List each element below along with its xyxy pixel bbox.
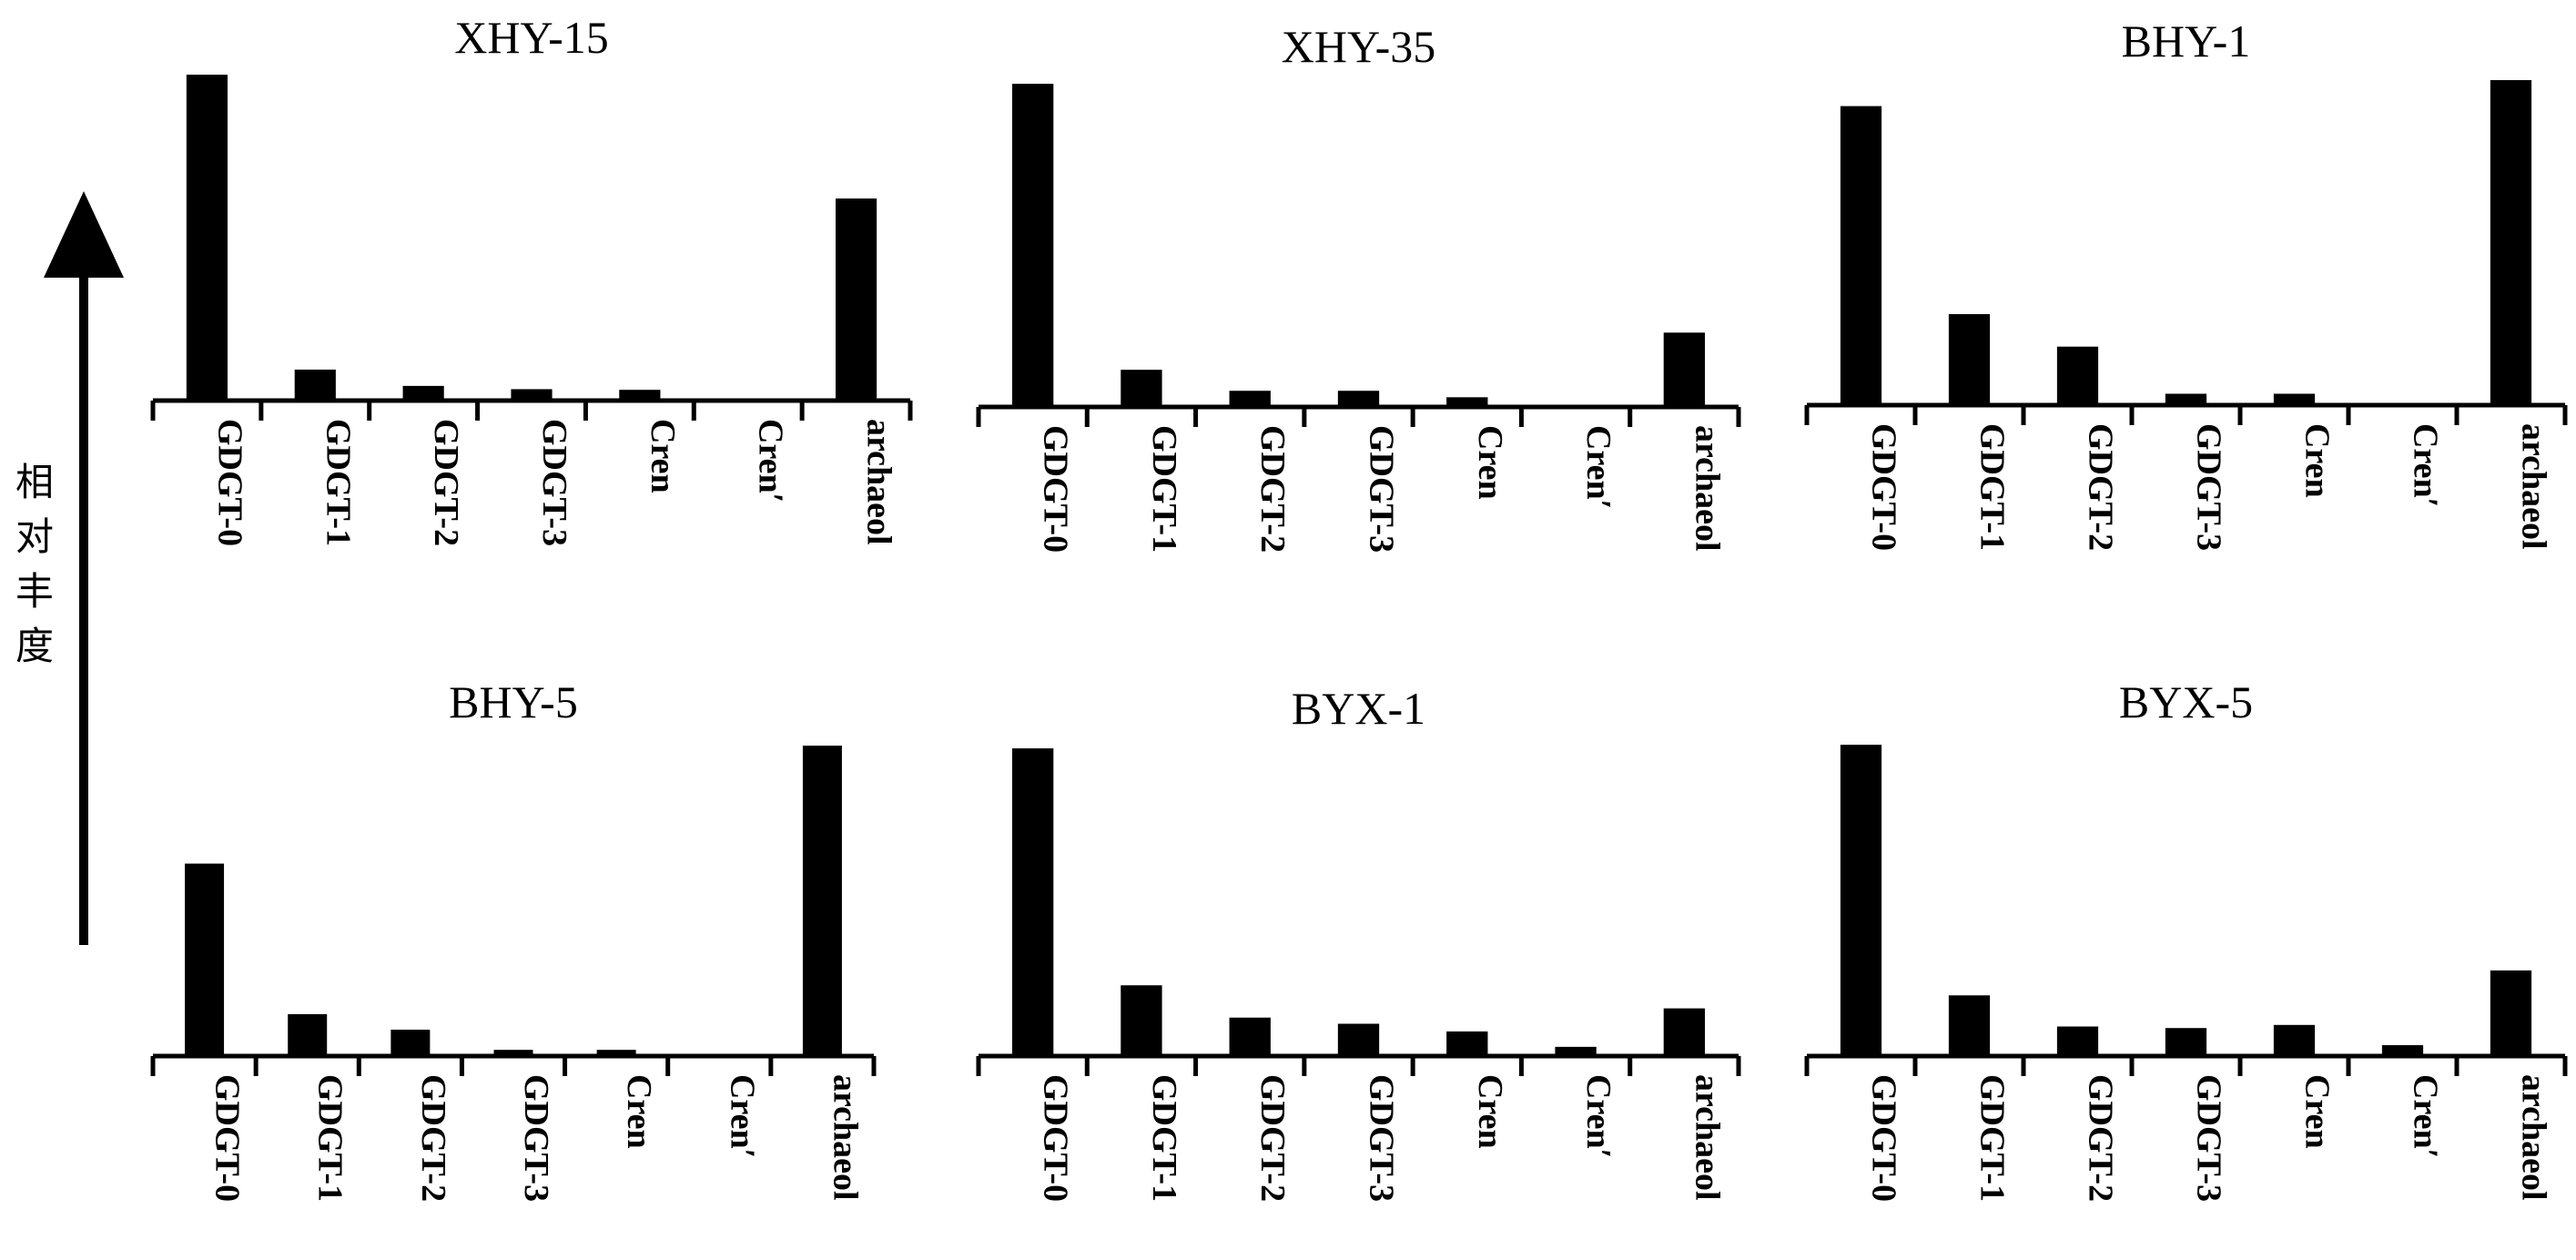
bar xyxy=(186,75,228,401)
bar xyxy=(1011,84,1054,407)
bar xyxy=(1337,391,1380,407)
y-axis-label: 相 对 丰 度 xyxy=(2,455,67,674)
bar xyxy=(2490,970,2532,1056)
bar xyxy=(2165,393,2207,405)
chart-panel: XHY-35 GDGT-0 GDGT-1 GDGT-2 GDGT-3 Cren Cren′ a… xyxy=(976,21,1741,553)
x-tick-label: Cren′ xyxy=(1579,425,1618,509)
x-tick-label: Cren xyxy=(1471,425,1509,500)
chart-title: BYX-5 xyxy=(2119,676,2253,727)
chart-panel: XHY-15 GDGT-0 GDGT-1 GDGT-2 GDGT-3 Cren Cren′ a… xyxy=(150,12,913,546)
x-tick-label: GDGT-0 xyxy=(1865,423,1903,551)
x-tick-label: GDGT-0 xyxy=(1037,425,1075,553)
x-tick-label: Cren′ xyxy=(723,1074,761,1158)
x-tick-label: Cren′ xyxy=(2407,1074,2445,1158)
bar xyxy=(596,1050,636,1056)
bar xyxy=(1840,106,1882,405)
bar xyxy=(2273,1024,2316,1056)
chart-title: BYX-1 xyxy=(1292,683,1425,734)
bar xyxy=(1229,1017,1271,1056)
x-tick-label: GDGT-1 xyxy=(1145,1074,1183,1202)
x-tick-label: GDGT-2 xyxy=(427,419,465,546)
bar xyxy=(2165,1028,2207,1056)
x-tick-label: Cren xyxy=(620,1074,658,1149)
bar xyxy=(493,1050,533,1056)
bar xyxy=(185,863,225,1056)
x-tick-label: GDGT-1 xyxy=(1973,423,2012,551)
y-axis-label-char: 丰 xyxy=(15,569,54,614)
x-tick-label: archaeol xyxy=(860,419,898,545)
x-tick-label: GDGT-3 xyxy=(2190,1074,2228,1202)
bar xyxy=(1121,985,1162,1056)
bar xyxy=(1555,1046,1597,1056)
x-tick-label: GDGT-0 xyxy=(1037,1074,1075,1202)
x-tick-label: GDGT-0 xyxy=(210,419,248,546)
bar xyxy=(1446,397,1488,407)
x-tick-label: GDGT-1 xyxy=(311,1074,350,1202)
bar xyxy=(835,198,877,401)
x-tick-label: GDGT-1 xyxy=(1145,425,1183,553)
x-tick-label: Cren′ xyxy=(2407,423,2445,507)
bar xyxy=(1663,1008,1706,1056)
x-tick-label: archaeol xyxy=(1688,1074,1726,1201)
bar xyxy=(619,390,661,401)
bar xyxy=(390,1030,431,1056)
x-tick-label: GDGT-2 xyxy=(1253,1074,1292,1202)
bar xyxy=(1840,745,1882,1056)
bar xyxy=(2490,80,2532,405)
bar xyxy=(1011,748,1054,1056)
y-axis-label-char: 度 xyxy=(15,624,54,668)
x-tick-label: GDGT-0 xyxy=(1865,1074,1903,1202)
x-tick-label: GDGT-3 xyxy=(1363,1074,1401,1202)
x-tick-label: Cren xyxy=(644,419,682,493)
bar xyxy=(802,746,842,1056)
bar xyxy=(2273,393,2316,405)
x-tick-label: GDGT-3 xyxy=(1363,425,1401,553)
x-tick-label: GDGT-1 xyxy=(1973,1074,2012,1202)
x-tick-label: GDGT-2 xyxy=(414,1074,452,1202)
chart-title: XHY-15 xyxy=(454,12,608,63)
x-tick-label: GDGT-0 xyxy=(208,1074,247,1202)
x-tick-label: Cren′ xyxy=(752,419,790,503)
chart-title: XHY-35 xyxy=(1282,21,1435,72)
x-tick-label: GDGT-1 xyxy=(319,419,357,546)
x-tick-label: archaeol xyxy=(1688,425,1726,552)
bar xyxy=(1948,995,1991,1056)
y-axis-label-char: 对 xyxy=(15,514,54,559)
bar xyxy=(402,385,444,401)
x-tick-label: archaeol xyxy=(2515,423,2553,550)
x-tick-label: Cren xyxy=(2298,1074,2337,1149)
chart-panel: BYX-5 GDGT-0 GDGT-1 GDGT-2 GDGT-3 Cren Cren′ ar… xyxy=(1804,676,2568,1202)
x-tick-label: archaeol xyxy=(826,1074,864,1201)
x-tick-label: GDGT-2 xyxy=(1253,425,1292,553)
bar xyxy=(1446,1031,1488,1056)
bar xyxy=(1121,370,1162,407)
x-tick-label: GDGT-2 xyxy=(2082,423,2120,551)
chart-panel: BHY-5 GDGT-0 GDGT-1 GDGT-2 GDGT-3 Cren Cren′ ar… xyxy=(150,676,877,1202)
y-axis-label-char: 相 xyxy=(15,460,54,504)
x-tick-label: GDGT-3 xyxy=(517,1074,555,1202)
bar xyxy=(1948,314,1991,405)
bar xyxy=(1663,332,1706,407)
chart-panel: BHY-1 GDGT-0 GDGT-1 GDGT-2 GDGT-3 Cren Cren′ ar… xyxy=(1804,15,2568,551)
bar xyxy=(2381,1045,2424,1056)
y-axis-arrow xyxy=(44,191,124,945)
x-tick-label: archaeol xyxy=(2515,1074,2553,1201)
bar xyxy=(288,1013,328,1056)
bar xyxy=(1337,1023,1380,1056)
chart-title: BHY-1 xyxy=(2122,15,2251,66)
chart-panel: BYX-1 GDGT-0 GDGT-1 GDGT-2 GDGT-3 Cren Cren′ ar… xyxy=(976,683,1741,1202)
x-tick-label: GDGT-2 xyxy=(2082,1074,2120,1202)
bar xyxy=(1229,391,1271,407)
x-tick-label: GDGT-3 xyxy=(2190,423,2228,551)
bar xyxy=(294,369,336,401)
chart-title: BHY-5 xyxy=(449,676,578,727)
x-tick-label: Cren xyxy=(2298,423,2337,498)
x-tick-label: Cren xyxy=(1471,1074,1509,1149)
bar xyxy=(2056,1026,2099,1056)
x-tick-label: GDGT-3 xyxy=(535,419,573,546)
bar xyxy=(511,389,553,401)
x-tick-label: Cren′ xyxy=(1579,1074,1618,1158)
bar xyxy=(2056,346,2099,405)
